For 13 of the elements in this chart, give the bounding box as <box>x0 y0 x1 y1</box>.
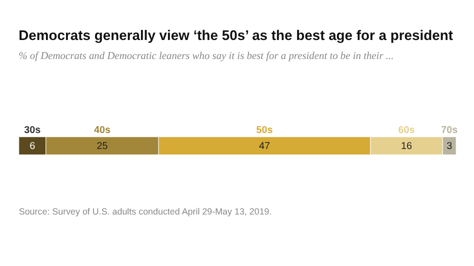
data-label: 16 <box>401 140 413 152</box>
data-label: 47 <box>259 140 271 152</box>
data-label: 6 <box>30 140 36 152</box>
chart-subtitle: % of Democrats and Democratic leaners who say it is best for a president to be in their ... <box>18 50 394 62</box>
source-note: Source: Survey of U.S. adults conducted April 29-May 13, 2019. <box>18 206 272 216</box>
series-label: 30s <box>24 124 42 136</box>
series-label: 40s <box>94 124 112 136</box>
series-label: 50s <box>256 124 274 136</box>
series-label: 60s <box>398 124 416 136</box>
series-label: 70s <box>441 124 458 136</box>
chart-title: Democrats generally view ‘the 50s’ as the best age for a president <box>18 26 454 43</box>
data-label: 3 <box>446 140 453 152</box>
data-label: 25 <box>96 140 108 152</box>
